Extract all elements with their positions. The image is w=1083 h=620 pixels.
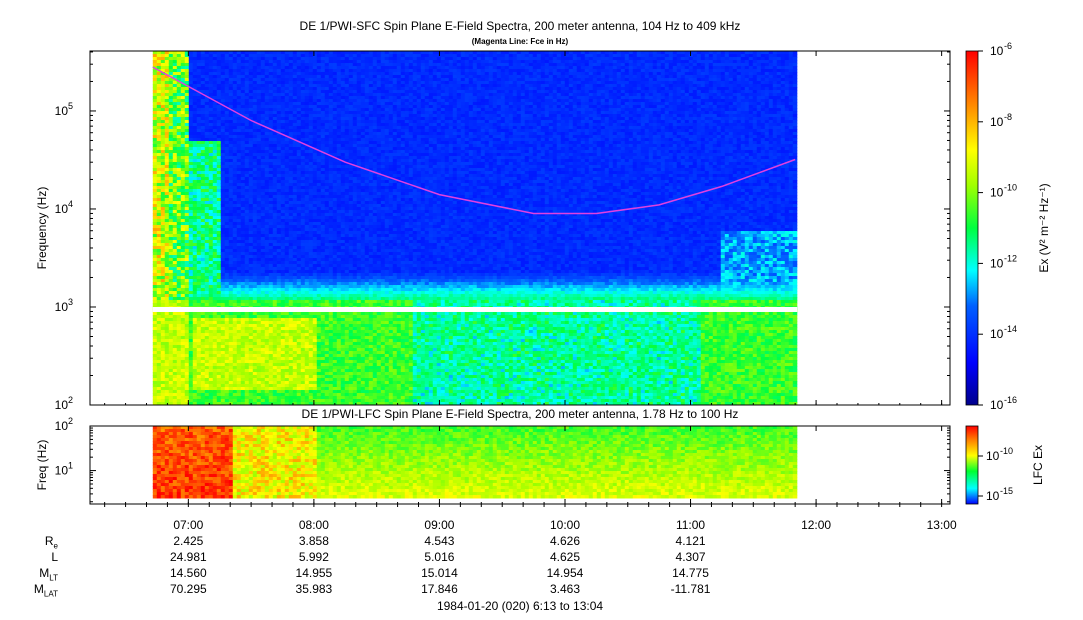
ephemeris-value: 17.846 — [399, 582, 479, 596]
fce-line — [152, 66, 796, 215]
ephemeris-value: 14.560 — [148, 566, 228, 580]
colorbar2-tick-label: 10 — [986, 449, 1000, 463]
y-tick-exponent: 4 — [68, 199, 73, 209]
ephemeris-value: 4.121 — [651, 534, 731, 548]
y-tick-label: 10 — [55, 300, 69, 314]
bottom-y-axis-label: Freq (Hz) — [35, 440, 49, 491]
top-colorbar-label: Ex (V² m⁻² Hz⁻¹) — [1037, 183, 1051, 272]
y-tick-label: 10 — [55, 104, 69, 118]
x-tick-label: 07:00 — [173, 518, 203, 532]
colorbar-tick-exponent: -12 — [1004, 253, 1017, 263]
x-tick-label: 09:00 — [424, 518, 454, 532]
ephemeris-value: 4.626 — [525, 534, 605, 548]
colorbar-tick-label: 10 — [990, 327, 1004, 341]
bottom-spectrogram — [152, 426, 798, 499]
ephemeris-value: 35.983 — [274, 582, 354, 596]
y-tick-exponent: 2 — [68, 395, 73, 405]
y-tick-exponent: 3 — [68, 297, 73, 307]
time-range-footer: 1984-01-20 (020) 6:13 to 13:04 — [90, 599, 950, 613]
ephemeris-row-label: MLAT — [34, 582, 58, 598]
x-tick-label: 13:00 — [927, 518, 957, 532]
ephemeris-value: 14.775 — [651, 566, 731, 580]
y-tick-label: 10 — [55, 419, 69, 433]
ephemeris-value: -11.781 — [651, 582, 731, 596]
ephemeris-value: 5.016 — [399, 550, 479, 564]
top-spectrogram — [152, 51, 798, 405]
ephemeris-value: 14.955 — [274, 566, 354, 580]
ephemeris-value: 2.425 — [148, 534, 228, 548]
ephemeris-value: 5.992 — [274, 550, 354, 564]
y-tick-exponent: 2 — [68, 416, 73, 426]
x-tick-label: 08:00 — [299, 518, 329, 532]
top-panel-title: DE 1/PWI-SFC Spin Plane E-Field Spectra,… — [90, 19, 950, 33]
ephemeris-row-label: L — [51, 550, 58, 566]
colorbar-tick-label: 10 — [990, 44, 1004, 58]
ephemeris-row-label: Re — [45, 534, 58, 550]
ephemeris-value: 15.014 — [399, 566, 479, 580]
colorbar2-tick-exponent: -15 — [1000, 486, 1013, 496]
x-tick-label: 11:00 — [676, 518, 705, 532]
ephemeris-value: 24.981 — [148, 550, 228, 564]
ephemeris-value: 3.858 — [274, 534, 354, 548]
x-tick-label: 12:00 — [801, 518, 831, 532]
colorbar-tick-exponent: -6 — [1004, 41, 1012, 51]
ephemeris-row-label: MLT — [39, 566, 58, 582]
colorbar2-tick-label: 10 — [986, 489, 1000, 503]
ephemeris-value: 70.295 — [148, 582, 228, 596]
top-colorbar — [965, 50, 979, 406]
ephemeris-value: 14.954 — [525, 566, 605, 580]
colorbar-tick-exponent: -14 — [1004, 324, 1017, 334]
ephemeris-value: 4.543 — [399, 534, 479, 548]
y-tick-label: 10 — [55, 202, 69, 216]
top-y-axis-label: Frequency (Hz) — [35, 187, 49, 270]
colorbar-tick-exponent: -8 — [1004, 112, 1012, 122]
colorbar-tick-label: 10 — [990, 256, 1004, 270]
colorbar-tick-label: 10 — [990, 186, 1004, 200]
bottom-plot-frame — [89, 425, 951, 505]
bottom-colorbar-label: LFC Ex — [1031, 445, 1045, 485]
colorbar-tick-label: 10 — [990, 115, 1004, 129]
colorbar-tick-exponent: -10 — [1004, 183, 1017, 193]
y-tick-label: 10 — [55, 398, 69, 412]
ephemeris-value: 3.463 — [525, 582, 605, 596]
colorbar-tick-exponent: -16 — [1004, 395, 1017, 405]
top-plot-frame — [89, 50, 951, 406]
top-panel-subtitle: (Magenta Line: Fce in Hz) — [90, 37, 950, 46]
ephemeris-value: 4.307 — [651, 550, 731, 564]
x-tick-label: 10:00 — [550, 518, 580, 532]
y-tick-exponent: 1 — [68, 461, 73, 471]
y-tick-label: 10 — [55, 464, 69, 478]
bottom-panel-title: DE 1/PWI-LFC Spin Plane E-Field Spectra,… — [90, 407, 950, 421]
colorbar-tick-label: 10 — [990, 398, 1004, 412]
colorbar2-tick-exponent: -10 — [1000, 446, 1013, 456]
ephemeris-value: 4.625 — [525, 550, 605, 564]
y-tick-exponent: 5 — [68, 101, 73, 111]
bottom-colorbar — [965, 425, 979, 505]
